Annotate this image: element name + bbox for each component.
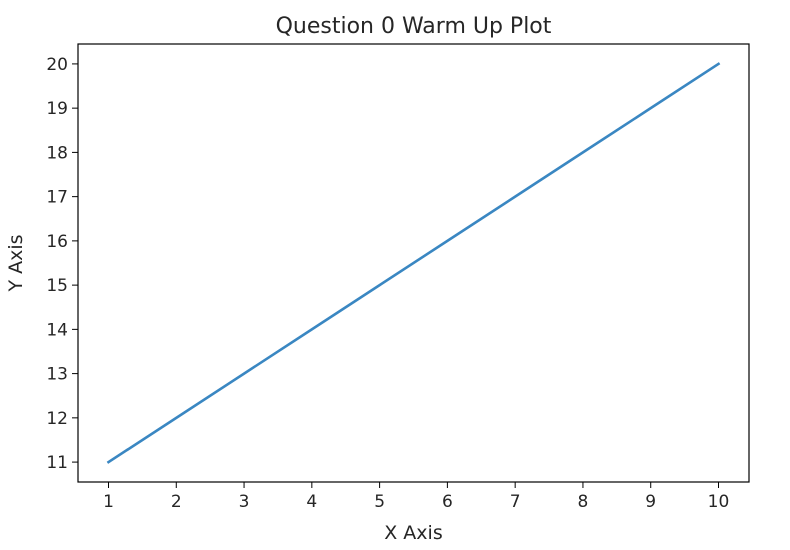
chart-title: Question 0 Warm Up Plot xyxy=(276,14,552,39)
y-tick-label: 17 xyxy=(46,188,68,208)
y-tick-label: 13 xyxy=(46,365,68,385)
y-axis-label: Y Axis xyxy=(5,234,27,292)
y-tick-label: 16 xyxy=(46,232,68,252)
x-tick-label: 9 xyxy=(645,492,656,512)
x-tick-label: 3 xyxy=(239,492,250,512)
series-line xyxy=(106,62,721,464)
x-tick-label: 10 xyxy=(708,492,730,512)
y-tick-label: 20 xyxy=(46,55,68,75)
x-tick-label: 7 xyxy=(510,492,521,512)
y-tick-label: 15 xyxy=(46,276,68,296)
series-layer xyxy=(106,62,721,464)
x-tick-label: 5 xyxy=(374,492,385,512)
x-tick-label: 2 xyxy=(171,492,182,512)
x-tick-label: 8 xyxy=(578,492,589,512)
y-tick-label: 14 xyxy=(46,320,68,340)
x-tick-label: 4 xyxy=(306,492,317,512)
plot-frame xyxy=(77,43,750,483)
x-tick-label: 6 xyxy=(442,492,453,512)
x-axis-label: X Axis xyxy=(384,522,442,544)
y-tick-label: 12 xyxy=(46,409,68,429)
x-tick-label: 1 xyxy=(103,492,114,512)
y-tick-label: 18 xyxy=(46,143,68,163)
y-tick-label: 11 xyxy=(46,453,68,473)
y-tick-label: 19 xyxy=(46,99,68,119)
